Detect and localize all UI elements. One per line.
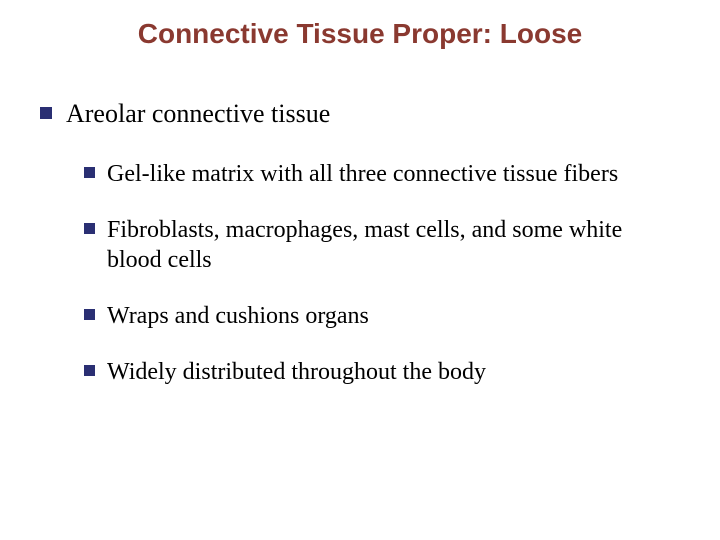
slide-body: Areolar connective tissue Gel-like matri…	[0, 50, 720, 387]
square-bullet-icon	[84, 223, 95, 234]
square-bullet-icon	[84, 167, 95, 178]
square-bullet-icon	[84, 365, 95, 376]
bullet-level2-text: Gel-like matrix with all three connectiv…	[107, 159, 618, 189]
slide-title: Connective Tissue Proper: Loose	[0, 0, 720, 50]
bullet-level2-group: Gel-like matrix with all three connectiv…	[40, 159, 680, 387]
bullet-level1-text: Areolar connective tissue	[66, 98, 330, 131]
bullet-level1: Areolar connective tissue	[40, 98, 680, 131]
slide: Connective Tissue Proper: Loose Areolar …	[0, 0, 720, 540]
bullet-level2: Gel-like matrix with all three connectiv…	[84, 159, 680, 189]
bullet-level2-text: Wraps and cushions organs	[107, 301, 369, 331]
square-bullet-icon	[40, 107, 52, 119]
bullet-level2-text: Widely distributed throughout the body	[107, 357, 486, 387]
square-bullet-icon	[84, 309, 95, 320]
bullet-level2-text: Fibroblasts, macrophages, mast cells, an…	[107, 215, 680, 275]
bullet-level2: Wraps and cushions organs	[84, 301, 680, 331]
bullet-level2: Widely distributed throughout the body	[84, 357, 680, 387]
bullet-level2: Fibroblasts, macrophages, mast cells, an…	[84, 215, 680, 275]
